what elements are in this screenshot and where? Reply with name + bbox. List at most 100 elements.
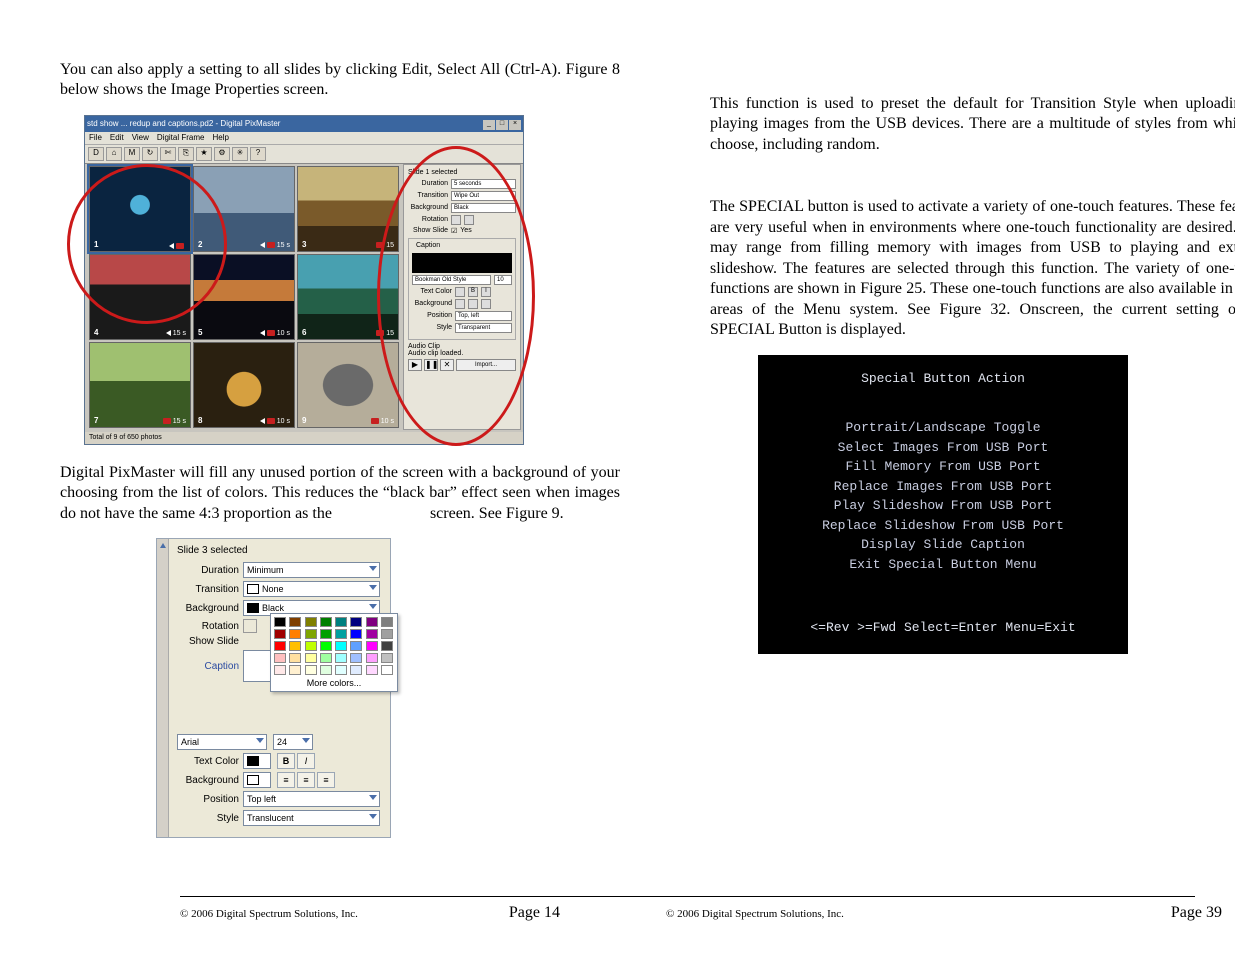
scrollbar[interactable] [157, 539, 169, 837]
toolbar-button[interactable]: D [88, 147, 104, 161]
menu-item[interactable]: Exit Special Button Menu [768, 555, 1118, 575]
duration-select[interactable]: Minimum [243, 562, 380, 578]
color-swatch[interactable] [320, 665, 332, 675]
menu-view[interactable]: View [132, 133, 149, 142]
color-swatch[interactable] [366, 629, 378, 639]
font-select[interactable]: Arial [177, 734, 267, 750]
color-swatch[interactable] [350, 665, 362, 675]
color-swatch[interactable] [366, 617, 378, 627]
bold-button[interactable]: B [468, 287, 478, 297]
style-select[interactable]: Translucent [243, 810, 380, 826]
background-field[interactable]: Black [451, 203, 516, 213]
position-select[interactable]: Top left [243, 791, 380, 807]
align-center-button[interactable]: ≡ [297, 772, 315, 788]
color-swatch[interactable] [320, 617, 332, 627]
bold-button[interactable]: B [277, 753, 295, 769]
color-swatch[interactable] [305, 617, 317, 627]
color-swatch[interactable] [366, 641, 378, 651]
thumbnail-1[interactable]: 1 [89, 166, 191, 252]
thumbnail-6[interactable]: 615 [297, 254, 399, 340]
align-left-button[interactable]: ≡ [277, 772, 295, 788]
color-swatch[interactable] [381, 617, 393, 627]
color-swatch[interactable] [350, 617, 362, 627]
rotate-button[interactable] [243, 619, 257, 633]
color-swatch[interactable] [381, 665, 393, 675]
thumbnail-4[interactable]: 415 s [89, 254, 191, 340]
color-swatch[interactable] [320, 641, 332, 651]
style-field[interactable]: Transparent [455, 323, 512, 333]
color-swatch[interactable] [381, 641, 393, 651]
thumbnail-5[interactable]: 510 s [193, 254, 295, 340]
menu-digital-frame[interactable]: Digital Frame [157, 133, 205, 142]
toolbar-button[interactable]: ⚙ [214, 147, 230, 161]
align-right-button[interactable]: ≡ [317, 772, 335, 788]
toolbar-button[interactable]: ⌂ [106, 147, 122, 161]
rotate-left-button[interactable] [451, 215, 461, 225]
color-swatch[interactable] [289, 653, 301, 663]
menu-file[interactable]: File [89, 133, 102, 142]
color-swatch[interactable] [305, 665, 317, 675]
text-color-picker[interactable] [455, 287, 465, 297]
color-swatch[interactable] [335, 629, 347, 639]
menu-item[interactable]: Replace Slideshow From USB Port [768, 516, 1118, 536]
color-swatch[interactable] [335, 653, 347, 663]
color-swatch[interactable] [320, 653, 332, 663]
duration-field[interactable]: 5 seconds [451, 179, 516, 189]
fontsize-select[interactable]: 24 [273, 734, 313, 750]
font-field[interactable]: Bookman Old Style [412, 275, 491, 285]
color-swatch[interactable] [366, 665, 378, 675]
pause-button[interactable]: ❚❚ [424, 359, 438, 371]
color-swatch[interactable] [381, 653, 393, 663]
more-colors-link[interactable]: More colors... [274, 678, 394, 688]
thumbnail-7[interactable]: 715 s [89, 342, 191, 428]
toolbar-button[interactable]: ★ [196, 147, 212, 161]
color-swatch[interactable] [274, 641, 286, 651]
color-swatch[interactable] [350, 629, 362, 639]
color-swatch[interactable] [305, 641, 317, 651]
menu-item[interactable]: Fill Memory From USB Port [768, 457, 1118, 477]
menu-bar[interactable]: File Edit View Digital Frame Help [85, 132, 523, 144]
transition-select[interactable]: None [243, 581, 380, 597]
menu-item[interactable]: Display Slide Caption [768, 535, 1118, 555]
color-swatch[interactable] [289, 629, 301, 639]
color-swatch[interactable] [366, 653, 378, 663]
color-swatch[interactable] [274, 653, 286, 663]
play-button[interactable]: ▶ [408, 359, 422, 371]
bg-color-picker[interactable] [455, 299, 465, 309]
toolbar-button[interactable]: ? [250, 147, 266, 161]
color-swatch[interactable] [274, 617, 286, 627]
color-swatch[interactable] [289, 617, 301, 627]
toolbar-button[interactable]: ✳ [232, 147, 248, 161]
color-swatch[interactable] [350, 641, 362, 651]
thumbnail-8[interactable]: 810 s [193, 342, 295, 428]
menu-item[interactable]: Play Slideshow From USB Port [768, 496, 1118, 516]
color-swatch[interactable] [305, 629, 317, 639]
menu-edit[interactable]: Edit [110, 133, 124, 142]
color-swatch[interactable] [320, 629, 332, 639]
color-swatch[interactable] [274, 629, 286, 639]
color-swatch[interactable] [289, 665, 301, 675]
italic-button[interactable]: I [481, 287, 491, 297]
thumbnail-2[interactable]: 215 s [193, 166, 295, 252]
menu-help[interactable]: Help [212, 133, 228, 142]
toolbar-button[interactable]: ✄ [160, 147, 176, 161]
window-controls[interactable]: _□× [482, 118, 521, 130]
color-swatch[interactable] [305, 653, 317, 663]
text-color-picker[interactable] [243, 753, 271, 769]
color-swatch[interactable] [335, 665, 347, 675]
thumbnail-3[interactable]: 315 [297, 166, 399, 252]
rotate-right-button[interactable] [464, 215, 474, 225]
color-swatch[interactable] [289, 641, 301, 651]
position-field[interactable]: Top, left [455, 311, 512, 321]
transition-field[interactable]: Wipe Out [451, 191, 516, 201]
color-picker-popup[interactable]: More colors... [270, 613, 398, 692]
color-swatch[interactable] [335, 641, 347, 651]
import-button[interactable]: Import... [456, 359, 516, 371]
toolbar-button[interactable]: ⎘ [178, 147, 194, 161]
toolbar-button[interactable]: M [124, 147, 140, 161]
menu-item[interactable]: Portrait/Landscape Toggle [768, 418, 1118, 438]
thumbnail-9[interactable]: 910 s [297, 342, 399, 428]
italic-button[interactable]: I [297, 753, 315, 769]
delete-button[interactable]: ✕ [440, 359, 454, 371]
color-swatch[interactable] [381, 629, 393, 639]
